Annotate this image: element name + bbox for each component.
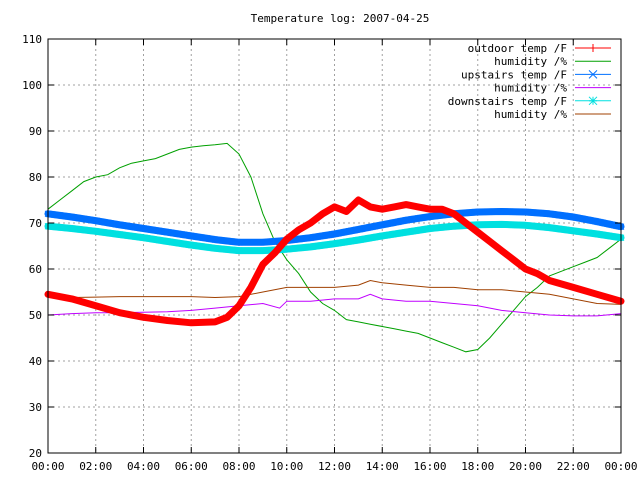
chart-title: Temperature log: 2007-04-25	[251, 12, 430, 25]
series-line	[47, 293, 622, 317]
x-tick-label: 12:00	[318, 460, 351, 473]
legend-label: humidity /%	[494, 108, 567, 121]
axis-labels: 20 30 40 50 60 70 80 90 100 110 00:00 02:00 04:00 06:…	[22, 33, 637, 473]
legend-label: outdoor temp /F	[468, 42, 567, 55]
legend-swatch	[575, 44, 611, 52]
legend-label: upstairs temp /F	[461, 68, 567, 81]
x-tick-label: 22:00	[557, 460, 590, 473]
x-tick-label: 06:00	[175, 460, 208, 473]
legend-swatch	[575, 70, 611, 79]
x-tick-label: 10:00	[270, 460, 303, 473]
x-tick-label: 08:00	[222, 460, 255, 473]
legend-swatch	[575, 96, 611, 106]
x-tick-label: 00:00	[604, 460, 637, 473]
y-tick-label: 40	[29, 355, 42, 368]
series-2	[44, 208, 625, 246]
legend-label: humidity /%	[494, 55, 567, 68]
y-tick-label: 30	[29, 401, 42, 414]
legend-label: downstairs temp /F	[448, 95, 567, 108]
y-tick-label: 20	[29, 447, 42, 460]
x-tick-label: 16:00	[413, 460, 446, 473]
series-1	[47, 142, 622, 353]
y-tick-label: 60	[29, 263, 42, 276]
series-markers	[44, 208, 625, 246]
y-tick-label: 110	[22, 33, 42, 46]
y-tick-label: 100	[22, 79, 42, 92]
series-line	[47, 279, 622, 305]
y-tick-label: 90	[29, 125, 42, 138]
series-5	[47, 279, 622, 305]
series-markers	[45, 197, 624, 326]
x-tick-label: 04:00	[127, 460, 160, 473]
y-tick-label: 70	[29, 217, 42, 230]
series-3	[47, 293, 622, 317]
series-line	[47, 142, 622, 353]
x-tick-label: 14:00	[366, 460, 399, 473]
y-tick-label: 80	[29, 171, 42, 184]
x-tick-label: 18:00	[461, 460, 494, 473]
series-4	[44, 220, 625, 255]
grid	[48, 39, 621, 453]
series-markers	[44, 221, 625, 254]
series-layer	[44, 142, 625, 353]
x-tick-label: 20:00	[509, 460, 542, 473]
x-tick-label: 00:00	[31, 460, 64, 473]
x-tick-label: 02:00	[79, 460, 112, 473]
series-0	[44, 196, 625, 327]
y-tick-label: 50	[29, 309, 42, 322]
legend-label: humidity /%	[494, 82, 567, 95]
